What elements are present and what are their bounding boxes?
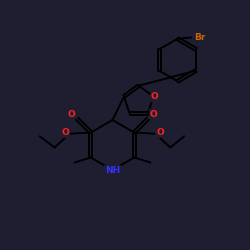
Text: Br: Br — [194, 33, 206, 42]
Text: NH: NH — [105, 166, 120, 175]
Text: O: O — [151, 92, 158, 101]
Text: O: O — [156, 128, 164, 137]
Text: O: O — [68, 110, 76, 119]
Text: O: O — [150, 110, 157, 119]
Text: O: O — [61, 128, 69, 137]
